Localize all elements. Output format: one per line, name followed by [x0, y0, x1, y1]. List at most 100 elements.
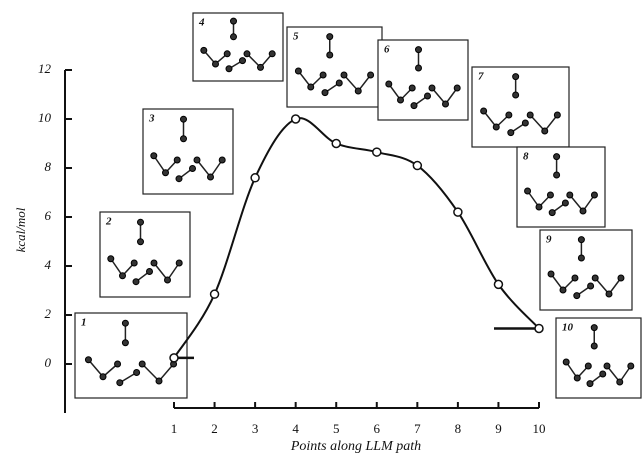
- point: [453, 207, 463, 217]
- y-tick-label: 4: [45, 257, 52, 272]
- x-tick-label: 2: [211, 421, 218, 436]
- atom: [521, 119, 529, 127]
- atom: [319, 71, 327, 79]
- atom: [189, 165, 196, 172]
- y-axis-label: kcal/mol: [13, 207, 28, 252]
- atom: [307, 83, 315, 91]
- atom: [505, 111, 513, 119]
- atom: [193, 156, 201, 164]
- atom: [84, 356, 92, 364]
- atom: [218, 156, 226, 164]
- atom: [150, 152, 158, 160]
- atom: [212, 60, 219, 68]
- point: [169, 353, 179, 363]
- atom: [553, 171, 561, 179]
- atom: [553, 153, 561, 161]
- atom: [130, 259, 138, 267]
- inset-box: [74, 312, 188, 399]
- atom: [577, 254, 585, 262]
- atom: [114, 360, 122, 368]
- y-tick-label: 0: [45, 355, 52, 370]
- atom: [150, 259, 158, 267]
- atom: [605, 290, 613, 298]
- atom: [321, 89, 329, 97]
- atom: [512, 91, 520, 99]
- atom: [354, 87, 362, 95]
- inset-box: [286, 26, 383, 108]
- inset-label: 7: [478, 71, 484, 83]
- x-tick-label: 1: [171, 421, 178, 436]
- atom: [547, 270, 555, 278]
- inset: 8: [516, 146, 606, 228]
- atom: [132, 278, 140, 286]
- atom: [326, 33, 334, 41]
- atom: [257, 63, 264, 71]
- inset-label: 2: [105, 216, 112, 228]
- x-tick-label: 5: [333, 421, 340, 436]
- y-tick-label: 6: [45, 208, 52, 223]
- atom: [586, 380, 594, 388]
- point: [209, 289, 220, 299]
- inset-label: 1: [81, 317, 87, 329]
- atom: [590, 342, 598, 350]
- atom: [207, 173, 214, 181]
- atom: [119, 272, 126, 280]
- inset-box: [555, 317, 642, 399]
- atom: [424, 92, 431, 100]
- inset-label: 3: [148, 113, 155, 125]
- atom: [553, 111, 561, 119]
- inset-label: 9: [546, 234, 552, 246]
- atom: [507, 129, 515, 137]
- atom: [566, 191, 574, 199]
- atom: [385, 80, 393, 88]
- atom: [453, 84, 461, 92]
- atom: [99, 373, 107, 381]
- point: [331, 138, 341, 149]
- atom: [562, 358, 570, 366]
- y-tick-label: 8: [45, 159, 52, 174]
- y-tick-label: 10: [38, 110, 52, 125]
- atom: [410, 102, 418, 110]
- inset-box: [377, 39, 469, 121]
- inset-label: 8: [523, 151, 529, 163]
- x-axis-label: Points along LLM path: [290, 439, 421, 454]
- atom: [428, 84, 436, 92]
- atom: [326, 51, 334, 59]
- point: [372, 147, 382, 157]
- atom: [294, 67, 302, 75]
- atom: [239, 57, 246, 65]
- atom: [200, 46, 208, 54]
- x-tick-label: 7: [414, 421, 421, 436]
- atom: [175, 259, 183, 267]
- atom: [546, 191, 554, 199]
- atom: [175, 175, 183, 183]
- inset: 1: [74, 312, 188, 399]
- atom: [541, 127, 549, 135]
- atom: [335, 79, 343, 87]
- atom: [492, 123, 500, 131]
- inset: 5: [286, 26, 383, 108]
- atom: [397, 96, 404, 104]
- atom: [225, 65, 233, 73]
- atom: [442, 100, 449, 108]
- point: [493, 279, 504, 290]
- atom: [121, 339, 129, 347]
- atom: [571, 274, 579, 282]
- inset: 10: [555, 317, 642, 399]
- atom: [524, 187, 532, 195]
- x-tick-label: 9: [495, 421, 502, 436]
- atom: [627, 362, 635, 370]
- atom: [577, 236, 585, 244]
- inset: 4: [192, 12, 284, 82]
- x-tick-label: 10: [533, 421, 546, 436]
- inset-label: 4: [198, 17, 205, 29]
- atom: [590, 191, 598, 199]
- atom: [268, 50, 276, 58]
- atom: [180, 115, 187, 123]
- atom: [137, 218, 144, 226]
- inset: 6: [377, 39, 469, 121]
- atom: [137, 238, 144, 246]
- inset-label: 6: [384, 44, 390, 56]
- atom: [107, 255, 115, 263]
